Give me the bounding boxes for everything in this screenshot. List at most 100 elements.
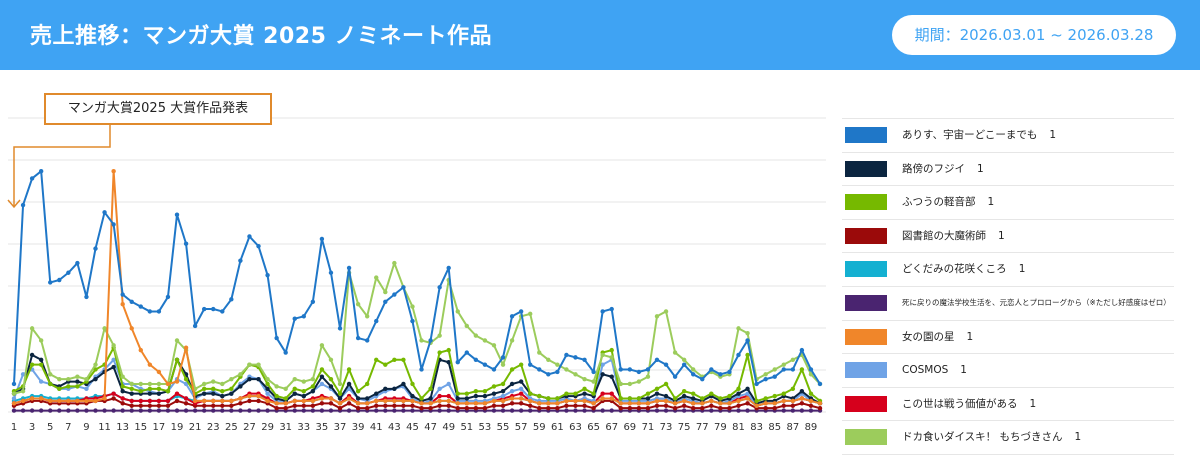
data-point [283, 401, 288, 406]
data-point [518, 379, 524, 384]
data-point [346, 367, 352, 372]
data-point [319, 367, 325, 372]
legend-item: 女の園の星 1 [842, 321, 1174, 355]
data-point [663, 309, 669, 314]
data-point [709, 391, 714, 396]
data-point [745, 396, 750, 401]
data-point [374, 318, 379, 324]
data-point [709, 367, 714, 372]
data-point [718, 396, 723, 401]
x-tick-label: 59 [533, 422, 546, 433]
data-point [600, 362, 605, 367]
data-point [437, 285, 442, 290]
data-point [283, 405, 288, 411]
legend-item: この世は戦う価値がある 1 [842, 388, 1174, 422]
data-point [636, 369, 642, 375]
data-point [727, 401, 732, 406]
data-point [482, 389, 488, 394]
data-point [691, 391, 696, 396]
data-point [564, 398, 569, 404]
data-point [790, 386, 796, 392]
data-point [346, 408, 352, 413]
data-point [473, 405, 479, 411]
data-point [419, 367, 424, 372]
x-tick-label: 69 [623, 422, 636, 433]
data-point [238, 372, 243, 377]
x-tick-label: 9 [83, 422, 89, 433]
data-point [491, 367, 497, 372]
data-point [455, 405, 460, 411]
data-point [346, 265, 352, 271]
data-point [518, 401, 524, 406]
data-point [265, 272, 270, 278]
data-point [183, 241, 189, 246]
data-point [528, 362, 533, 367]
data-point [111, 222, 116, 227]
data-point [491, 403, 497, 408]
data-point [38, 169, 44, 174]
data-point [364, 338, 370, 343]
legend-label: 死に戻りの魔法学校生活を、元恋人とプロローグから（※ただし好感度はゼロ） [902, 287, 1171, 319]
data-point [364, 314, 370, 319]
data-point [174, 398, 180, 404]
data-point [256, 362, 261, 367]
data-point [446, 347, 451, 353]
legend-series-name: どくだみの花咲くころ [902, 263, 1007, 276]
data-point [392, 403, 397, 408]
data-point [93, 408, 98, 413]
data-point [736, 408, 741, 413]
data-point [654, 357, 660, 363]
data-point [500, 381, 506, 387]
legend-swatch [845, 328, 887, 345]
data-point [120, 374, 125, 379]
data-point [518, 396, 524, 401]
data-point [292, 408, 297, 413]
data-point [555, 362, 560, 367]
data-point [66, 398, 71, 404]
data-point [564, 367, 569, 372]
data-point [38, 379, 44, 384]
data-point [93, 367, 98, 372]
data-point [745, 331, 750, 336]
data-point [328, 396, 334, 401]
data-point [555, 401, 560, 406]
x-tick-label: 47 [424, 422, 437, 433]
x-tick-label: 89 [805, 422, 818, 433]
data-point [310, 408, 316, 413]
data-point [156, 386, 162, 392]
data-point [265, 381, 270, 387]
data-point [192, 323, 198, 329]
data-point [147, 362, 153, 367]
data-point [156, 381, 162, 387]
data-point [174, 212, 180, 217]
data-point [229, 403, 234, 408]
data-point [374, 408, 379, 413]
data-point [319, 396, 325, 401]
data-point [446, 398, 451, 404]
data-point [609, 374, 614, 379]
data-point [156, 403, 162, 408]
data-point [672, 405, 678, 411]
legend-series-count: 1 [1049, 129, 1057, 141]
legend-series-count: 1 [960, 364, 967, 377]
data-point [147, 381, 153, 387]
data-point [591, 401, 596, 406]
data-point [147, 386, 153, 392]
data-point [355, 335, 361, 341]
data-point [229, 408, 234, 413]
data-point [573, 372, 578, 377]
x-tick-label: 67 [605, 422, 618, 433]
data-point [410, 304, 415, 309]
data-point [736, 391, 741, 396]
data-point [120, 384, 125, 389]
data-point [75, 260, 80, 266]
data-point [319, 381, 325, 387]
data-point [645, 401, 651, 406]
x-tick-label: 25 [225, 422, 238, 433]
data-point [428, 401, 433, 406]
data-point [573, 403, 578, 408]
data-point [709, 408, 714, 413]
page-title: 売上推移：マンガ大賞 2025 ノミネート作品 [30, 24, 493, 49]
x-tick-label: 37 [334, 422, 347, 433]
data-point [464, 323, 470, 329]
